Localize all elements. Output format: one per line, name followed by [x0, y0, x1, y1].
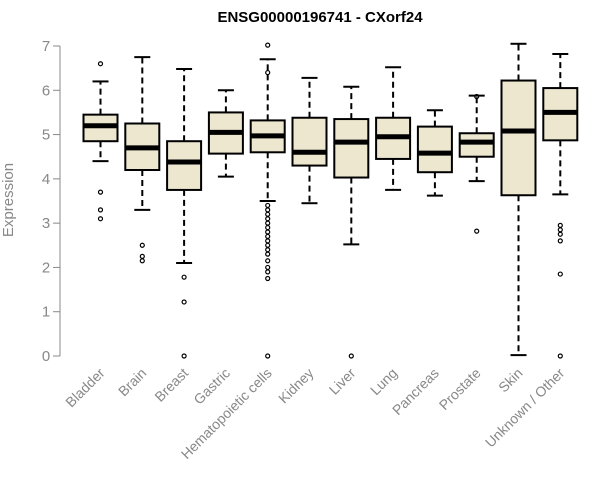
iqr-box	[291, 116, 328, 167]
outlier-point	[265, 211, 271, 217]
outlier-point	[265, 202, 271, 209]
x-tick-label: Bladder	[62, 365, 108, 411]
outlier-point	[265, 224, 271, 231]
outlier-point	[474, 228, 480, 234]
iqr-box	[500, 79, 537, 197]
outlier-point	[265, 207, 271, 213]
y-tick-label: 6	[42, 82, 50, 99]
y-tick-label: 0	[42, 348, 50, 365]
box-gastric	[207, 89, 244, 178]
outlier-point	[139, 242, 145, 248]
outlier-point	[265, 42, 271, 48]
outlier-point	[557, 271, 563, 277]
y-axis-label: Expression	[0, 163, 17, 237]
iqr-box	[458, 132, 495, 158]
box-liver	[333, 85, 370, 359]
y-tick-label: 5	[42, 127, 50, 144]
box-brain	[124, 56, 161, 264]
iqr-box	[166, 140, 203, 191]
x-tick-label: Kidney	[275, 365, 317, 407]
outlier-point	[265, 258, 271, 264]
outlier-point	[265, 229, 271, 235]
outlier-point	[265, 251, 271, 257]
box-kidney	[291, 76, 328, 205]
y-tick-label: 2	[42, 259, 50, 276]
outlier-point	[139, 253, 145, 259]
outlier-point	[181, 353, 187, 359]
outlier-point	[97, 216, 104, 222]
outlier-point	[557, 353, 563, 359]
outlier-point	[181, 299, 187, 305]
outlier-point	[265, 220, 271, 226]
outlier-point	[557, 231, 563, 237]
outlier-point	[97, 207, 104, 213]
box-bladder	[82, 61, 119, 222]
chart-title: ENSG00000196741 - CXorf24	[217, 9, 423, 26]
outlier-point	[265, 216, 271, 222]
x-tick-label: Prostate	[436, 365, 484, 413]
outlier-point	[557, 222, 563, 228]
x-tick-label: Skin	[495, 365, 526, 396]
outlier-point	[265, 233, 271, 240]
x-tick-label: Brain	[115, 365, 149, 399]
outlier-point	[181, 274, 187, 280]
x-tick-label: Lung	[367, 365, 400, 398]
box-lung	[375, 66, 412, 191]
box-breast	[166, 68, 203, 359]
boxes-group	[82, 42, 579, 359]
outlier-point	[474, 93, 480, 100]
y-tick-label: 7	[42, 38, 50, 55]
outlier-point	[557, 227, 563, 233]
x-tick-label: Breast	[151, 365, 191, 405]
outlier-point	[97, 189, 104, 195]
outlier-point	[265, 247, 271, 253]
box-hematopoietic-cells	[249, 42, 286, 359]
box-prostate	[458, 93, 495, 234]
x-tick-label: Liver	[326, 365, 359, 398]
box-unknown-other	[542, 52, 579, 359]
outlier-point	[557, 238, 563, 244]
outlier-point	[265, 353, 271, 359]
box-pancreas	[416, 109, 453, 197]
outlier-point	[97, 61, 104, 67]
outlier-point	[265, 69, 271, 76]
x-tick-label: Unknown / Other	[482, 365, 568, 451]
outlier-point	[265, 238, 271, 244]
y-tick-label: 1	[42, 304, 50, 321]
outlier-point	[265, 242, 271, 248]
outlier-point	[139, 258, 145, 264]
outlier-point	[265, 264, 271, 271]
y-tick-label: 4	[42, 171, 50, 188]
iqr-box	[416, 125, 453, 174]
y-tick-label: 3	[42, 215, 50, 232]
y-axis: 0 1 2 3 4 5 6 7	[42, 38, 61, 365]
outlier-point	[265, 269, 271, 275]
iqr-box	[333, 118, 370, 179]
outlier-point	[348, 353, 354, 359]
box-skin	[500, 42, 537, 357]
outlier-point	[265, 275, 271, 282]
